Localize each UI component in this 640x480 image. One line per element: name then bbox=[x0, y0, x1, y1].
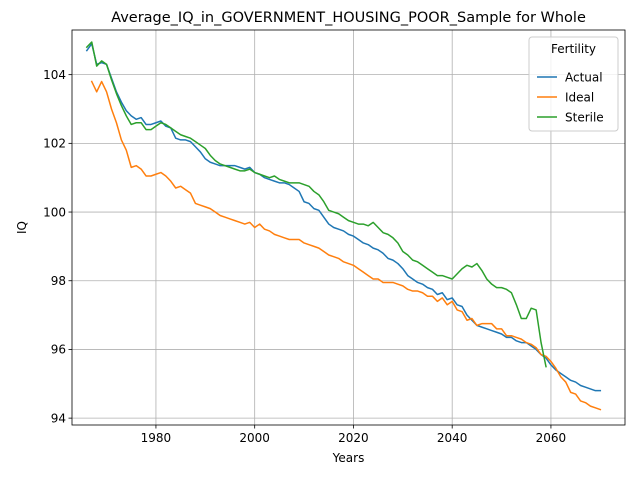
x-axis-title: Years bbox=[332, 451, 365, 465]
series-line-ideal bbox=[90, 80, 602, 411]
y-tick-label: 94 bbox=[51, 411, 66, 425]
x-tick-label: 2040 bbox=[437, 431, 468, 445]
x-tick-label: 1980 bbox=[141, 431, 172, 445]
legend-label-actual: Actual bbox=[565, 70, 603, 84]
x-tick-label: 2020 bbox=[338, 431, 369, 445]
legend-box bbox=[528, 36, 619, 132]
legend-label-sterile: Sterile bbox=[565, 110, 604, 124]
chart-title: Average_IQ_in_GOVERNMENT_HOUSING_POOR_Sa… bbox=[111, 10, 586, 26]
x-tick-label: 2000 bbox=[239, 431, 270, 445]
series-lines bbox=[85, 41, 602, 411]
y-tick-label: 96 bbox=[51, 343, 66, 357]
plot-frame bbox=[71, 29, 626, 426]
x-tick-label: 2060 bbox=[536, 431, 567, 445]
y-tick-label: 104 bbox=[43, 68, 66, 82]
y-tick-label: 98 bbox=[51, 274, 66, 288]
legend: Fertility Actual Ideal Sterile bbox=[528, 36, 619, 132]
y-axis-title: IQ bbox=[15, 221, 29, 234]
y-tick-label: 100 bbox=[43, 205, 66, 219]
axis-ticks: 1980 2000 2020 2040 2060 94 96 98 100 102 104 bbox=[43, 68, 566, 445]
legend-title: Fertility bbox=[551, 42, 596, 56]
legend-label-ideal: Ideal bbox=[565, 90, 594, 104]
y-tick-label: 102 bbox=[43, 137, 66, 151]
series-line-actual bbox=[85, 42, 602, 392]
series-line-sterile bbox=[85, 41, 547, 368]
legend-items: Actual Ideal Sterile bbox=[537, 70, 604, 124]
